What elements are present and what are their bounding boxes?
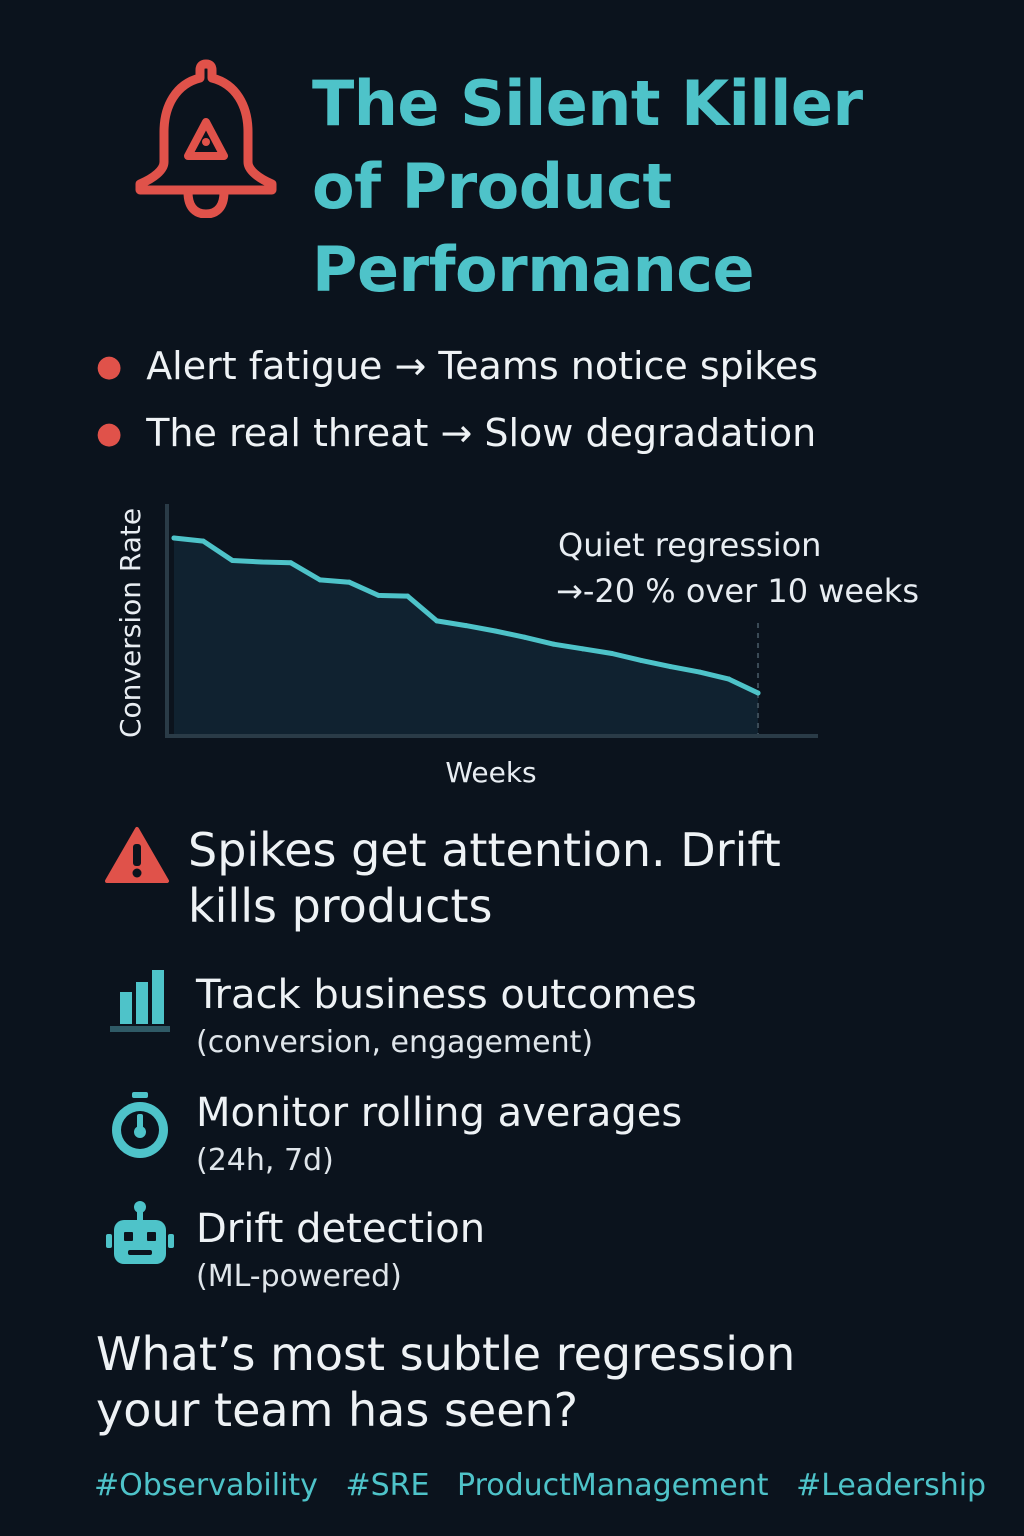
- bullet-text: Alert fatigue → Teams notice spikes: [146, 344, 819, 388]
- warning-line: Spikes get attention. Drift: [188, 823, 781, 877]
- tip-title: Drift detection: [196, 1206, 486, 1252]
- hashtag[interactable]: #Leadership: [796, 1468, 987, 1503]
- chart-data-point: [638, 657, 644, 663]
- chart-data-point: [200, 538, 206, 544]
- tip-subtitle: (conversion, engagement): [196, 1025, 594, 1060]
- warning-triangle-icon: [105, 827, 169, 883]
- page-title: The Silent Killer of Product Performance: [312, 62, 1012, 311]
- bullet-item: ● The real threat → Slow degradation: [96, 409, 996, 458]
- chart-data-point: [551, 641, 557, 647]
- tip-title: Track business outcomes: [196, 972, 697, 1018]
- chart-data-point: [726, 676, 732, 682]
- hashtag-list: #Observability #SRE ProductManagement #L…: [94, 1466, 994, 1506]
- hashtag[interactable]: #Observability: [94, 1468, 318, 1503]
- title-line: of Product: [312, 150, 672, 223]
- tip-subtitle: (ML-powered): [196, 1259, 402, 1294]
- chart-data-point: [463, 623, 469, 629]
- chart-data-point: [317, 577, 323, 583]
- question-line: your team has seen?: [96, 1383, 579, 1437]
- chart-annotation-line2: →-20 % over 10 weeks: [556, 572, 919, 610]
- chart-data-point: [288, 560, 294, 566]
- chart-data-point: [405, 593, 411, 599]
- robot-icon: [106, 1201, 174, 1264]
- bell-alert-icon: [135, 59, 277, 218]
- warning-statement: Spikes get attention. Drift kills produc…: [188, 822, 888, 934]
- y-axis-label: Conversion Rate: [114, 508, 147, 738]
- chart-data-point: [375, 592, 381, 598]
- title-line: Performance: [312, 233, 755, 306]
- x-axis-label: Weeks: [445, 756, 536, 789]
- chart-data-point: [697, 669, 703, 675]
- bullet-text: The real threat → Slow degradation: [146, 411, 817, 455]
- chart-data-point: [171, 535, 177, 541]
- chart-data-point: [667, 664, 673, 670]
- tip-subtitle: (24h, 7d): [196, 1143, 334, 1178]
- warning-line: kills products: [188, 879, 493, 933]
- chart-data-point: [521, 634, 527, 640]
- chart-data-point: [580, 646, 586, 652]
- bullet-dot-icon: ●: [96, 416, 123, 451]
- chart-data-point: [229, 557, 235, 563]
- title-line: The Silent Killer: [312, 67, 863, 140]
- chart-area-fill: [174, 538, 758, 736]
- bullet-dot-icon: ●: [96, 349, 123, 384]
- tip-title: Monitor rolling averages: [196, 1090, 683, 1136]
- chart-annotation-line1: Quiet regression: [558, 526, 821, 564]
- chart-data-point: [346, 579, 352, 585]
- question-line: What’s most subtle regression: [96, 1327, 796, 1381]
- chart-data-point: [609, 650, 615, 656]
- bar-chart-icon: [110, 970, 170, 1032]
- hashtag[interactable]: ProductManagement: [457, 1468, 769, 1503]
- bullet-item: ● Alert fatigue → Teams notice spikes: [96, 342, 996, 391]
- stopwatch-icon: [112, 1092, 168, 1158]
- chart-data-point: [492, 628, 498, 634]
- chart-data-point: [434, 618, 440, 624]
- chart-data-point: [259, 559, 265, 565]
- chart-data-point: [755, 690, 761, 696]
- conversion-rate-chart: Conversion Rate Weeks Quiet regression →…: [114, 504, 919, 789]
- hashtag[interactable]: #SRE: [345, 1468, 430, 1503]
- closing-question: What’s most subtle regression your team …: [96, 1326, 976, 1438]
